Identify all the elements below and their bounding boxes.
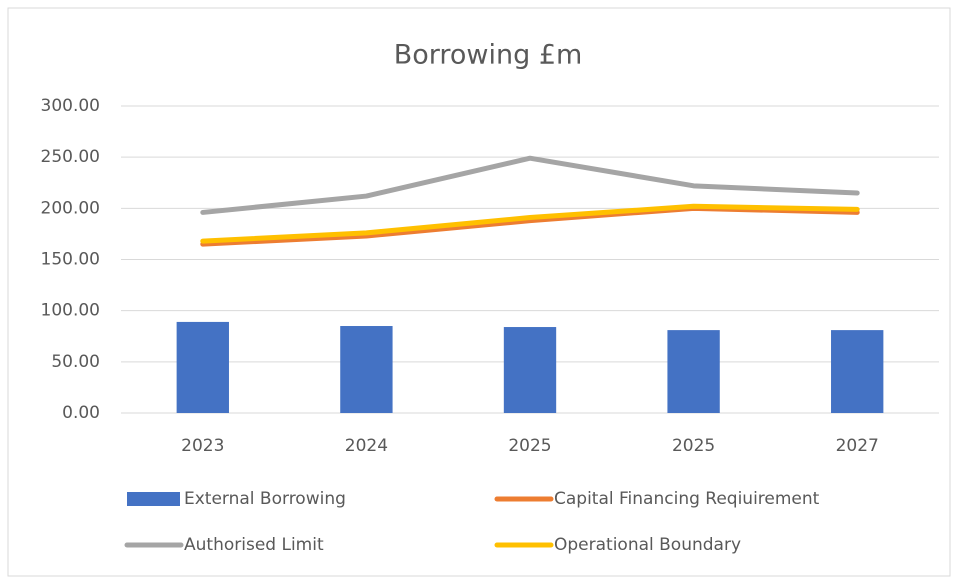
line [200,155,860,215]
y-tick-label: 150.00 [41,250,100,270]
y-tick-label: 100.00 [41,301,100,321]
x-tick-label: 2024 [345,436,388,456]
legend-label: External Borrowing [184,489,346,509]
x-tick-label: 2027 [836,436,879,456]
y-tick-label: 50.00 [51,352,100,372]
chart-title: Borrowing £m [394,40,583,71]
line [200,203,860,244]
legend-label: Operational Boundary [554,535,741,555]
bar [176,321,229,413]
y-tick-label: 250.00 [41,147,100,167]
bar [667,330,720,413]
bar [340,326,393,413]
bar [503,327,557,413]
x-tick-label: 2025 [672,436,715,456]
x-tick-label: 2023 [181,436,224,456]
bar [831,330,884,413]
y-tick-label: 200.00 [41,198,100,218]
legend-label: Authorised Limit [184,535,324,555]
legend-label: Capital Financing Reqiuirement [554,489,820,509]
y-tick-label: 300.00 [41,96,100,116]
legend-swatch [127,492,180,506]
x-tick-label: 2025 [508,436,551,456]
chart-border [7,7,951,577]
y-tick-label: 0.00 [62,403,100,423]
